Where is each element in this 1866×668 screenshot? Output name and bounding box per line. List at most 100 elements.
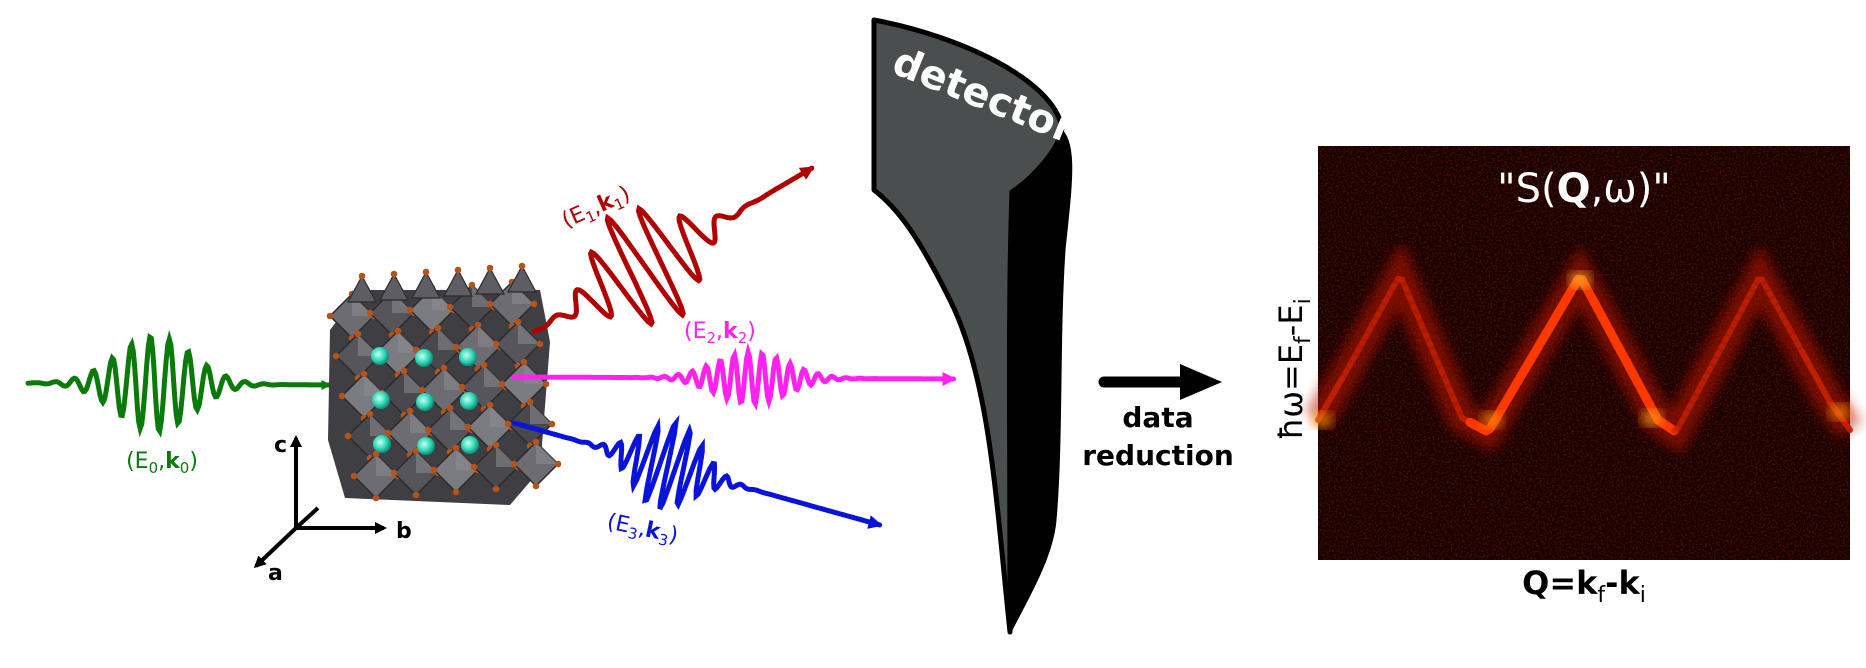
intensity-hotspot	[1642, 411, 1662, 425]
oxygen-atom	[390, 270, 398, 278]
octahedron-apex	[378, 272, 410, 301]
intensity-hotspot	[1570, 273, 1590, 287]
oxygen-atom	[344, 432, 352, 440]
oxygen-atom	[468, 281, 476, 289]
octahedron-apex	[410, 270, 442, 299]
oxygen-atom	[372, 450, 380, 458]
oxygen-atom	[532, 482, 540, 490]
a-site-atom	[417, 437, 435, 455]
incident-label: (E0,k0)	[126, 449, 198, 477]
oxygen-atom	[372, 494, 380, 502]
oxygen-atom	[486, 264, 494, 272]
spectrum-title: "S(Q,ω)"	[1497, 166, 1671, 212]
scattered-label-3: (E3,k3)	[604, 509, 680, 551]
a-site-atom	[415, 349, 433, 367]
oxygen-atom	[384, 429, 392, 437]
scattered-label-1: (E1,k1)	[558, 181, 635, 236]
arrow-label-line2: reduction	[1082, 439, 1234, 472]
oxygen-atom	[338, 392, 346, 400]
intensity-hotspot	[1830, 405, 1850, 419]
intensity-hotspot	[1312, 413, 1332, 427]
octahedron-facet	[518, 322, 540, 344]
oxygen-atom	[424, 426, 432, 434]
oxygen-atom	[492, 340, 500, 348]
oxygen-atom	[394, 327, 402, 335]
oxygen-atom	[532, 438, 540, 446]
spectrum-xlabel: Q=kf-ki	[1522, 564, 1646, 608]
oxygen-atom	[452, 488, 460, 496]
oxygen-atom	[406, 306, 414, 314]
data-reduction-arrow: data reduction	[1082, 364, 1234, 472]
axis-b-label: b	[396, 519, 412, 544]
axis-a-label: a	[268, 561, 283, 586]
a-site-atom	[416, 393, 434, 411]
oxygen-atom	[542, 380, 550, 388]
oxygen-atom	[452, 444, 460, 452]
oxygen-atom	[536, 340, 544, 348]
oxygen-atom	[354, 330, 362, 338]
scattered-wave-3: (E3,k3)	[511, 414, 883, 552]
scattered-wave-1: (E1,k1)	[531, 165, 815, 335]
a-site-atom	[371, 347, 389, 365]
oxygen-atom	[430, 466, 438, 474]
oxygen-atom	[366, 309, 374, 317]
crystal-sample	[326, 262, 562, 505]
dispersion-segment	[1843, 421, 1853, 433]
spectrum-ylabel: ħω=Ef-Ei	[1272, 298, 1316, 440]
oxygen-atom	[510, 460, 518, 468]
oxygen-atom	[492, 441, 500, 449]
oxygen-atom	[480, 361, 488, 369]
oxygen-atom	[464, 423, 472, 431]
a-site-atom	[459, 348, 477, 366]
octahedron-apex	[346, 274, 378, 303]
oxygen-atom	[486, 300, 494, 308]
spectrum-noise	[1318, 146, 1850, 560]
oxygen-atom	[332, 352, 340, 360]
oxygen-atom	[492, 485, 500, 493]
oxygen-atom	[434, 324, 442, 332]
oxygen-atom	[530, 300, 538, 308]
spectrum-panel: "S(Q,ω)" ħω=Ef-Ei Q=kf-ki	[1272, 146, 1863, 608]
oxygen-atom	[454, 266, 462, 274]
oxygen-atom	[350, 472, 358, 480]
oxygen-atom	[418, 386, 426, 394]
scattered-wave-2: (E2,k2)	[511, 319, 957, 411]
detector: detector	[871, 17, 1082, 635]
octahedron-apex	[474, 266, 506, 295]
oxygen-atom	[458, 383, 466, 391]
oxygen-atom	[554, 460, 562, 468]
octahedron-apex	[506, 264, 538, 293]
oxygen-atom	[474, 321, 482, 329]
a-site-atom	[461, 436, 479, 454]
oxygen-atom	[486, 401, 494, 409]
oxygen-atom	[326, 312, 334, 320]
a-site-atom	[373, 435, 391, 453]
oxygen-atom	[504, 420, 512, 428]
octahedron-facet	[536, 442, 558, 464]
oxygen-atom	[446, 303, 454, 311]
oxygen-atom	[526, 398, 534, 406]
oxygen-atom	[422, 268, 430, 276]
arrow-label-line1: data	[1122, 401, 1193, 434]
oxygen-atom	[366, 410, 374, 418]
oxygen-atom	[406, 407, 414, 415]
oxygen-atom	[390, 469, 398, 477]
octahedron-facet	[530, 402, 552, 424]
oxygen-atom	[360, 370, 368, 378]
oxygen-atom	[412, 491, 420, 499]
crystal-axes: c b a	[253, 433, 412, 586]
oxygen-atom	[498, 380, 506, 388]
axis-c-label: c	[274, 433, 287, 458]
oxygen-atom	[470, 463, 478, 471]
intensity-hotspot	[1482, 413, 1502, 427]
oxygen-atom	[452, 343, 460, 351]
a-site-atom	[372, 391, 390, 409]
scattered-label-2: (E2,k2)	[684, 319, 756, 347]
a-site-atom	[460, 392, 478, 410]
oxygen-atom	[358, 272, 366, 280]
dispersion-curve	[1305, 241, 1863, 454]
oxygen-atom	[440, 364, 448, 372]
oxygen-atom	[514, 318, 522, 326]
oxygen-atom	[548, 420, 556, 428]
